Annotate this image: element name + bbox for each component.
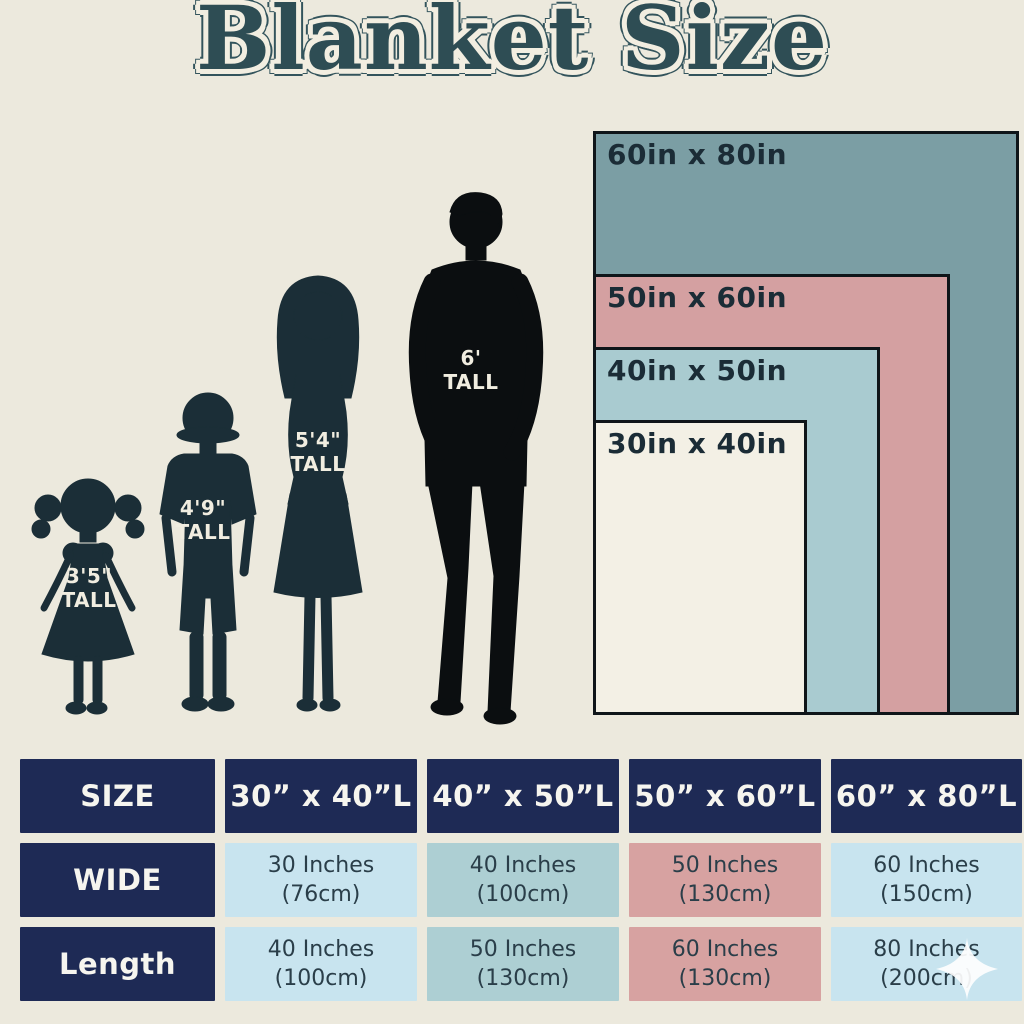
cell-length-30x40: 40 Inches (100cm) (225, 927, 417, 1001)
boy-height-label: 4'9" TALL (175, 496, 231, 544)
man-silhouette-icon (408, 192, 544, 725)
row-label-wide: WIDE (20, 843, 215, 917)
table-header-40x50l: 40” x 50”L (427, 759, 619, 833)
cell-wide-60x80: 60 Inches (150cm) (831, 843, 1022, 917)
table-header-50x60l: 50” x 60”L (629, 759, 821, 833)
boy-silhouette-icon (159, 392, 257, 712)
man-height-label: 6' TALL (443, 346, 499, 394)
woman-height-label: 5'4" TALL (290, 428, 346, 476)
cell-length-40x50: 50 Inches (130cm) (427, 927, 619, 1001)
girl-silhouette-icon (31, 478, 145, 715)
blanket-size-label: 50in x 60in (607, 281, 788, 314)
sparkle-icon (936, 938, 998, 1000)
girl-height-label: 3'5" TALL (61, 564, 117, 612)
blanket-size-label: 30in x 40in (607, 427, 788, 460)
cell-wide-40x50: 40 Inches (100cm) (427, 843, 619, 917)
page-title: Blanket Size (196, 0, 828, 90)
row-label-length: Length (20, 927, 215, 1001)
blanket-size-label: 40in x 50in (607, 354, 788, 387)
cell-wide-50x60: 50 Inches (130cm) (629, 843, 821, 917)
table-header-30x40l: 30” x 40”L (225, 759, 417, 833)
woman-silhouette-icon (273, 275, 363, 712)
cell-length-60x80: 80 Inches (200cm) (831, 927, 1022, 1001)
blanket-size-label: 60in x 80in (607, 138, 788, 171)
size-table: SIZE 30” x 40”L 40” x 50”L 50” x 60”L 60… (20, 759, 1022, 1001)
cell-wide-30x40: 30 Inches (76cm) (225, 843, 417, 917)
table-header-size: SIZE (20, 759, 215, 833)
cell-length-50x60: 60 Inches (130cm) (629, 927, 821, 1001)
table-header-60x80l: 60” x 80”L (831, 759, 1022, 833)
blanket-rect-30x40: 30in x 40in (593, 420, 807, 715)
